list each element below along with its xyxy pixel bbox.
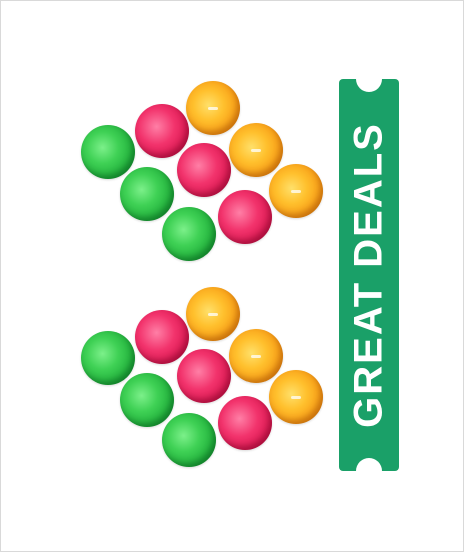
- green-candle: [120, 167, 174, 221]
- green-candle: [162, 413, 216, 467]
- pink-candle: [218, 190, 272, 244]
- great-deals-label: GREAT DEALS: [346, 122, 391, 428]
- orange-candle: [269, 164, 323, 218]
- ticket-notch: [356, 458, 382, 484]
- green-candle: [162, 207, 216, 261]
- pink-candle: [218, 396, 272, 450]
- green-candle: [81, 125, 135, 179]
- pink-candle: [135, 104, 189, 158]
- orange-candle: [229, 329, 283, 383]
- great-deals-banner: GREAT DEALS: [339, 66, 399, 484]
- pink-candle: [177, 143, 231, 197]
- orange-candle: [186, 287, 240, 341]
- green-candle: [81, 331, 135, 385]
- pink-candle: [135, 310, 189, 364]
- pink-candle: [177, 349, 231, 403]
- orange-candle: [186, 81, 240, 135]
- ticket-notch: [356, 66, 382, 92]
- orange-candle: [269, 370, 323, 424]
- orange-candle: [229, 123, 283, 177]
- green-candle: [120, 373, 174, 427]
